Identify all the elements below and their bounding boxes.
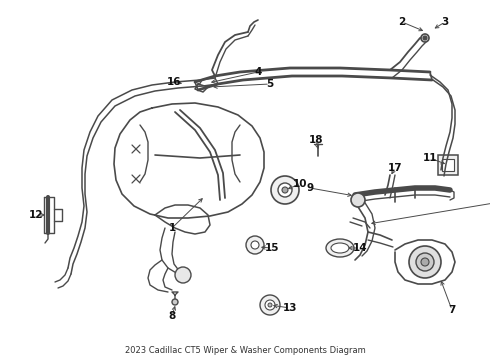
- Circle shape: [260, 295, 280, 315]
- Circle shape: [278, 183, 292, 197]
- Circle shape: [423, 36, 427, 40]
- Text: 13: 13: [283, 303, 297, 313]
- Ellipse shape: [326, 239, 354, 257]
- Text: 5: 5: [267, 79, 273, 89]
- Circle shape: [416, 253, 434, 271]
- Bar: [442, 159, 454, 171]
- Circle shape: [251, 241, 259, 249]
- Text: 14: 14: [353, 243, 368, 253]
- Text: 10: 10: [293, 179, 307, 189]
- Circle shape: [268, 303, 272, 307]
- Circle shape: [421, 34, 429, 42]
- Circle shape: [175, 267, 191, 283]
- Text: 15: 15: [265, 243, 279, 253]
- Circle shape: [409, 246, 441, 278]
- Text: 17: 17: [388, 163, 402, 173]
- Circle shape: [282, 187, 288, 193]
- Text: 2023 Cadillac CT5 Wiper & Washer Components Diagram: 2023 Cadillac CT5 Wiper & Washer Compone…: [124, 346, 366, 355]
- Circle shape: [172, 299, 178, 305]
- Text: 2: 2: [398, 17, 406, 27]
- Text: 16: 16: [167, 77, 181, 87]
- Text: 18: 18: [309, 135, 323, 145]
- Bar: [438, 155, 458, 175]
- Text: 8: 8: [169, 311, 175, 321]
- Text: 4: 4: [254, 67, 262, 77]
- Circle shape: [271, 176, 299, 204]
- Circle shape: [351, 193, 365, 207]
- Text: 11: 11: [423, 153, 437, 163]
- Text: 7: 7: [448, 305, 456, 315]
- Circle shape: [246, 236, 264, 254]
- Ellipse shape: [331, 243, 349, 253]
- Text: 3: 3: [441, 17, 449, 27]
- Circle shape: [265, 300, 275, 310]
- Text: 1: 1: [169, 223, 175, 233]
- Circle shape: [421, 258, 429, 266]
- Text: 12: 12: [29, 210, 43, 220]
- Text: 9: 9: [306, 183, 314, 193]
